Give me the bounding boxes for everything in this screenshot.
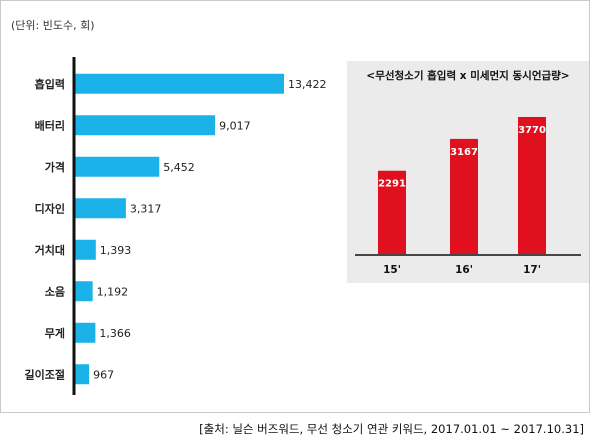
category-label-3: 디자인 — [35, 201, 65, 215]
value-label-7: 967 — [93, 368, 114, 381]
bar-1 — [74, 115, 216, 136]
category-label-2: 가격 — [45, 160, 65, 174]
chart-frame: (단위: 빈도수, 회) 흡입력 13,422 배터리 9,017 가격 5,452 디자인… — [0, 0, 590, 413]
value-label-5: 1,192 — [97, 285, 129, 298]
category-label-0: 흡입력 — [35, 77, 65, 91]
inset-category-label-2: 17' — [523, 264, 541, 276]
value-label-1: 9,017 — [219, 119, 251, 132]
bar-0 — [74, 73, 284, 94]
source-note: [출처: 닐슨 버즈워드, 무선 청소기 연관 키워드, 2017.01.01 … — [199, 422, 584, 436]
bar-5 — [74, 281, 93, 302]
bar-6 — [74, 322, 96, 343]
category-label-1: 배터리 — [35, 118, 65, 132]
value-label-0: 13,422 — [288, 78, 327, 91]
value-label-6: 1,366 — [99, 327, 131, 340]
bar-2 — [74, 156, 160, 177]
inset-value-label-1: 3167 — [450, 147, 478, 158]
inset-bar-2 — [518, 116, 546, 255]
value-label-3: 3,317 — [130, 202, 162, 215]
value-label-4: 1,393 — [100, 244, 132, 257]
category-label-6: 무게 — [45, 326, 65, 340]
bar-3 — [74, 198, 126, 219]
unit-note: (단위: 빈도수, 회) — [11, 19, 95, 32]
inset-category-label-0: 15' — [383, 264, 401, 276]
inset-bar-1 — [450, 138, 478, 254]
inset-category-label-1: 16' — [455, 264, 473, 276]
bar-7 — [74, 364, 90, 385]
value-label-2: 5,452 — [163, 161, 195, 174]
category-label-5: 소음 — [45, 285, 65, 298]
inset-value-label-2: 3770 — [518, 125, 546, 136]
bar-4 — [74, 239, 96, 260]
inset-bar-0 — [378, 170, 406, 254]
inset-title: <무선청소기 흡입력 x 미세먼지 동시언급량> — [366, 69, 569, 82]
inset-panel: <무선청소기 흡입력 x 미세먼지 동시언급량> 2291 15' 3167 16' 37… — [347, 61, 589, 283]
inset-value-label-0: 2291 — [378, 179, 406, 190]
category-label-7: 길이조절 — [25, 367, 65, 381]
category-label-4: 거치대 — [35, 243, 65, 257]
keyword-bar-chart: 흡입력 13,422 배터리 9,017 가격 5,452 디자인 3,317 거치대 1,393… — [25, 57, 327, 395]
inset-bar-chart: <무선청소기 흡입력 x 미세먼지 동시언급량> 2291 15' 3167 16' 37… — [355, 69, 581, 276]
